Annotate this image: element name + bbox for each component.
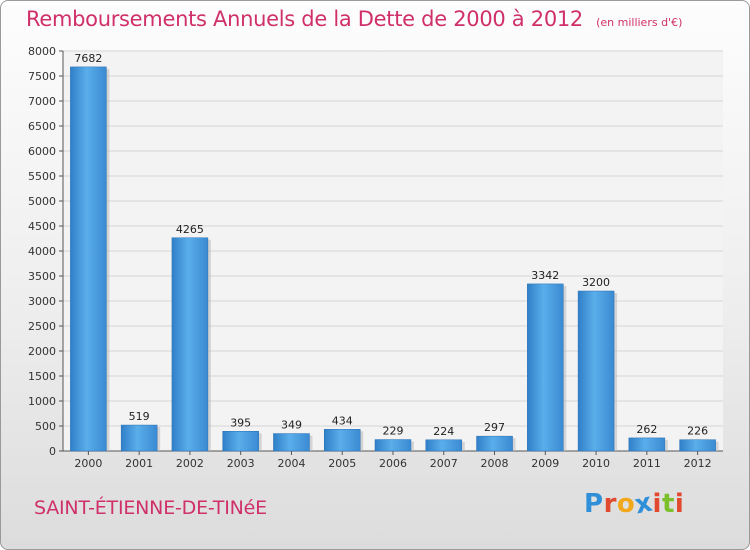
x-tick-label-2011: 2011 — [633, 457, 661, 470]
bar-2004 — [273, 433, 310, 452]
value-label-2010: 3200 — [582, 276, 610, 289]
bar-2009 — [527, 283, 564, 452]
chart-title-block: Remboursements Annuels de la Dette de 20… — [26, 7, 682, 31]
x-tick-label-2007: 2007 — [430, 457, 458, 470]
y-tick-label: 1500 — [28, 370, 56, 383]
value-label-2007: 224 — [433, 425, 454, 438]
value-label-2001: 519 — [129, 410, 150, 423]
bar-2007 — [425, 439, 463, 452]
value-label-2003: 395 — [230, 416, 251, 429]
y-tick-label: 6000 — [28, 145, 56, 158]
y-tick-label: 2000 — [28, 345, 56, 358]
x-tick-label-2000: 2000 — [74, 457, 102, 470]
y-tick-label: 1000 — [28, 395, 56, 408]
value-label-2006: 229 — [383, 425, 404, 438]
commune-name: SAINT-ÉTIENNE-DE-TINéE — [34, 497, 267, 519]
bar-2010 — [577, 290, 615, 452]
y-tick-label: 0 — [49, 445, 56, 458]
y-tick-label: 500 — [35, 420, 56, 433]
bar-2008 — [476, 435, 513, 452]
y-tick-label: 7000 — [28, 95, 56, 108]
bar-2002 — [171, 237, 209, 452]
logo-letter: i — [674, 489, 685, 519]
value-label-2008: 297 — [484, 421, 505, 434]
value-label-2000: 7682 — [74, 52, 102, 65]
y-tick-label: 3000 — [28, 295, 56, 308]
bar-2011 — [628, 437, 666, 452]
y-tick-label: 7500 — [28, 70, 56, 83]
y-tick-label: 5000 — [28, 195, 56, 208]
bar-2006 — [374, 439, 412, 452]
chart-title: Remboursements Annuels de la Dette de 20… — [26, 7, 583, 31]
x-tick-label-2002: 2002 — [176, 457, 204, 470]
x-tick-label-2012: 2012 — [684, 457, 712, 470]
bar-2005 — [323, 429, 361, 452]
x-tick-label-2008: 2008 — [481, 457, 509, 470]
logo-letter: i — [652, 489, 662, 519]
bar-2003 — [222, 431, 259, 452]
bar-2001 — [120, 424, 158, 452]
logo-letter: o — [616, 489, 636, 519]
y-tick-label: 4000 — [28, 245, 56, 258]
x-tick-label-2009: 2009 — [531, 457, 559, 470]
value-label-2004: 349 — [281, 419, 302, 432]
y-tick-label: 2500 — [28, 320, 56, 333]
value-label-2005: 434 — [332, 414, 353, 427]
y-tick-label: 8000 — [28, 45, 56, 58]
x-tick-label-2003: 2003 — [227, 457, 255, 470]
y-tick-label: 5500 — [28, 170, 56, 183]
grid-lines — [63, 50, 723, 452]
y-tick-label: 4500 — [28, 220, 56, 233]
value-label-2009: 3342 — [531, 269, 559, 282]
bars — [70, 66, 719, 452]
proxiti-logo[interactable]: Proxiti — [584, 488, 685, 521]
x-tick-label-2010: 2010 — [582, 457, 610, 470]
x-tick-label-2005: 2005 — [328, 457, 356, 470]
value-label-2012: 226 — [687, 425, 708, 438]
x-tick-label-2001: 2001 — [125, 457, 153, 470]
value-label-2002: 4265 — [176, 223, 204, 236]
value-labels: 7682 519 4265 395 349 434 229 224 297 3342 3200 262… — [74, 52, 708, 438]
x-tick-label-2004: 2004 — [277, 457, 305, 470]
x-tick-label-2006: 2006 — [379, 457, 407, 470]
logo-letter: P — [584, 489, 604, 519]
bar-2012 — [679, 439, 716, 452]
logo-letter: r — [603, 489, 617, 519]
chart-subtitle: (en milliers d'€) — [596, 16, 683, 29]
logo-letter: t — [661, 489, 675, 519]
bar-2000 — [70, 66, 107, 452]
value-label-2011: 262 — [636, 423, 657, 436]
y-tick-label: 3500 — [28, 270, 56, 283]
y-tick-label: 6500 — [28, 120, 56, 133]
